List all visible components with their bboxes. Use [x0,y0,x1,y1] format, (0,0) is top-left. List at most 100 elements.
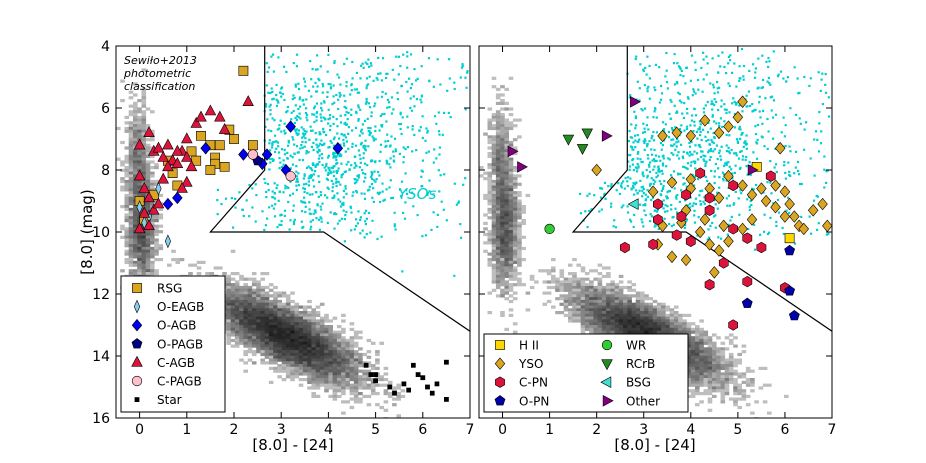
yso-dot [739,150,742,153]
field-density-cell [196,266,202,270]
field-density-cell [175,258,181,262]
yso-dot [374,180,377,183]
field-density-cell [341,336,346,340]
yso-dot [337,181,340,184]
field-density-cell [627,319,632,323]
yso-dot [303,187,306,190]
yso-dot [737,197,740,200]
field-density-cell [150,179,155,184]
yso-dot [363,236,366,239]
field-density-cell [226,330,231,334]
yso-dot [642,192,645,195]
field-density-cell [508,255,514,259]
field-density-cell [294,375,299,379]
data-point-rsg [229,134,239,144]
yso-dot [642,187,645,191]
yso-dot [673,143,676,146]
field-density-cell [491,199,497,203]
yso-dot [426,131,429,134]
yso-dot [752,109,755,112]
yso-dot [675,145,678,148]
field-density-cell [512,260,518,264]
field-density-cell [508,266,514,270]
yso-dot [678,99,681,102]
yso-dot [436,225,439,228]
yso-dot [280,220,283,223]
field-density-cell [251,297,257,301]
field-density-cell [375,366,380,370]
field-density-cell [239,308,244,312]
field-density-cell [133,241,138,245]
field-density-cell [500,129,505,133]
yso-dot [266,70,269,73]
field-density-cell [366,403,372,407]
field-density-cell [234,308,240,312]
yso-dot [385,162,388,165]
yso-dot [435,122,438,125]
field-density-cell [128,104,134,108]
yso-dot [282,191,285,194]
yso-dot [711,102,714,105]
field-density-cell [500,168,505,172]
yso-dot [353,228,356,231]
yso-dot [333,227,336,230]
yso-dot [709,127,712,130]
yso-dot [459,76,462,79]
yso-dot [348,168,351,171]
field-density-cell [290,352,295,357]
yso-dot [819,142,823,145]
field-density-cell [358,355,363,359]
yso-dot [709,156,712,159]
yso-dot [305,130,308,133]
field-density-cell [495,283,501,287]
yso-dot [644,214,647,217]
field-density-cell [158,246,164,251]
yso-dot [396,91,399,94]
yso-dot [754,67,757,70]
field-density-cell [294,347,299,351]
yso-dot [364,176,367,179]
yso-dot [365,97,368,100]
yso-dot [384,140,387,143]
yso-dot [330,141,333,144]
yso-dot [760,86,763,89]
yso-dot [268,139,271,142]
field-density-cell [353,344,359,348]
yso-dot [636,152,639,155]
field-density-cell [260,338,265,343]
field-density-cell [661,322,666,326]
field-density-cell [336,347,342,351]
field-density-cell [712,358,717,362]
field-density-cell [504,129,509,133]
legend-label-star: Star [157,393,182,407]
yso-dot [326,91,329,94]
field-density-cell [504,216,509,220]
field-density-cell [580,322,586,326]
field-density-cell [500,135,505,139]
field-density-cell [707,389,713,393]
field-density-cell [584,311,590,315]
yso-dot [374,138,377,141]
field-density-cell [495,221,501,225]
yso-dot [293,96,296,99]
yso-dot [680,130,683,133]
yso-dot [368,188,371,191]
field-density-cell [669,313,675,317]
field-density-cell [328,358,333,362]
yso-dot [344,114,347,117]
field-density-cell [712,375,717,379]
field-density-cell [290,347,295,351]
yso-dot [630,123,633,126]
field-density-cell [285,333,291,337]
field-density-cell [150,232,155,237]
yso-dot [268,105,271,108]
field-density-cell [580,311,586,315]
data-point-c-agb [195,110,207,122]
field-density-cell [251,325,257,329]
field-density-cell [593,316,598,320]
yso-dot [332,115,335,118]
field-density-cell [703,380,709,384]
field-density-cell [353,378,359,382]
field-density-cell [491,274,497,278]
field-density-cell [665,327,670,331]
